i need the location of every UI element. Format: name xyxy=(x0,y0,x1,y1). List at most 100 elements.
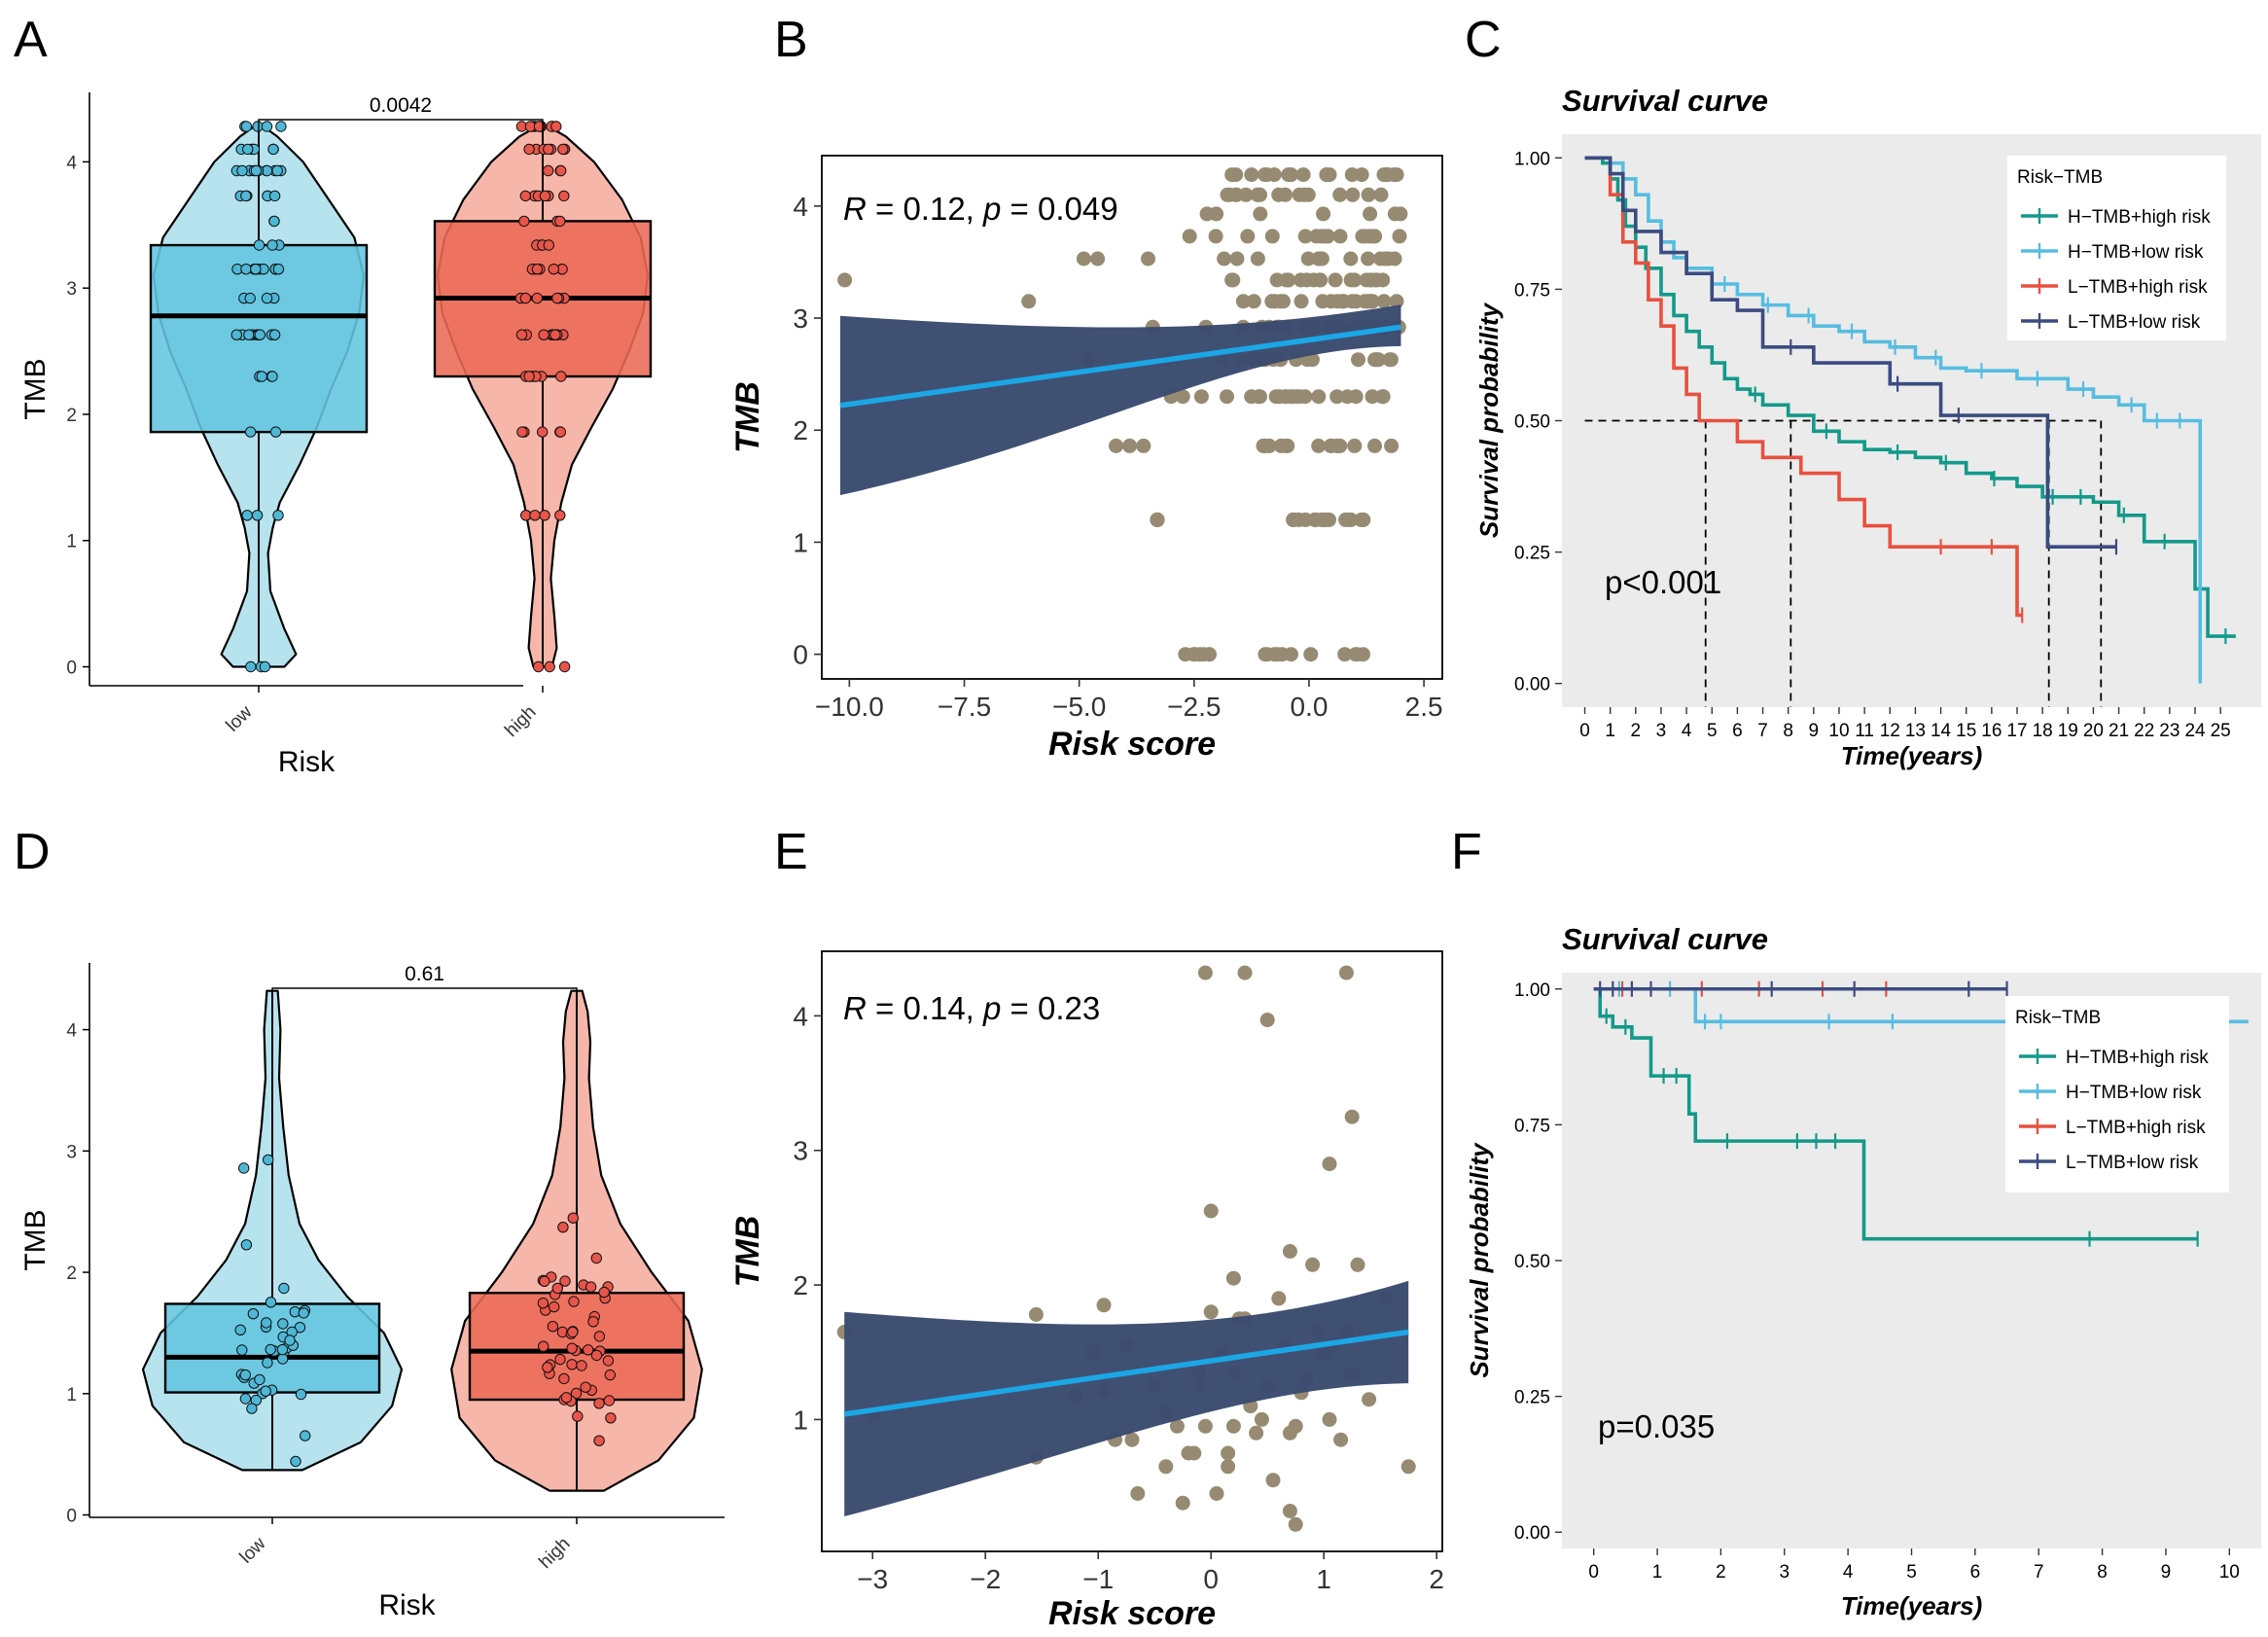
scatter-point xyxy=(1300,251,1316,267)
x-axis-title: Time(years) xyxy=(1841,1591,1983,1620)
scatter-point xyxy=(1217,251,1232,267)
data-point-low xyxy=(240,264,252,275)
x-tick-label: 11 xyxy=(1855,721,1874,741)
data-point-low xyxy=(240,1239,253,1251)
data-point-low xyxy=(266,239,278,251)
data-point-high xyxy=(551,1282,563,1295)
scatter-point xyxy=(1225,1270,1241,1286)
legend-label-3: L−TMB+low risk xyxy=(2068,312,2201,333)
data-point-high xyxy=(523,143,535,156)
data-point-high xyxy=(555,371,567,382)
data-point-low xyxy=(256,371,267,382)
scatter-point xyxy=(1284,167,1298,183)
p-value-label: 0.61 xyxy=(405,963,444,985)
scatter-point xyxy=(1367,229,1383,244)
x-tick-label: 1 xyxy=(1316,1564,1331,1594)
data-point-low xyxy=(242,143,254,156)
scatter-point xyxy=(1363,206,1378,222)
scatter-point xyxy=(1344,1109,1360,1124)
data-point-high xyxy=(593,1435,605,1446)
scatter-point xyxy=(1258,438,1273,453)
y-tick-label: 4 xyxy=(793,192,808,222)
data-point-high xyxy=(554,510,566,521)
x-axis-title: Risk score xyxy=(1048,1595,1216,1632)
data-point-high xyxy=(519,190,531,202)
y-tick-label: 1 xyxy=(66,1385,77,1406)
scatter-point xyxy=(1376,294,1392,309)
x-tick-label: 2.5 xyxy=(1405,692,1443,722)
data-point-high xyxy=(567,1326,579,1338)
scatter-point xyxy=(1339,389,1355,405)
data-point-high xyxy=(531,292,543,304)
x-tick-label: 7 xyxy=(2034,1562,2044,1583)
y-tick-label: 0 xyxy=(793,640,808,670)
scatter-point xyxy=(1158,1459,1174,1475)
data-point-low xyxy=(246,1403,258,1414)
scatter-point xyxy=(837,272,853,288)
data-point-low xyxy=(272,264,285,275)
y-tick-label: 0.00 xyxy=(1514,1523,1550,1544)
panel-label-a: A xyxy=(14,12,48,68)
data-point-high xyxy=(587,1316,599,1328)
data-point-high xyxy=(537,426,549,438)
scatter-point xyxy=(1322,1157,1337,1172)
x-tick-label: 9 xyxy=(1809,721,1820,741)
scatter-point xyxy=(1197,1418,1213,1434)
scatter-point xyxy=(1347,438,1363,453)
y-tick-label: 3 xyxy=(66,1142,77,1162)
scatter-point xyxy=(1220,389,1234,405)
scatter-point xyxy=(1175,389,1190,405)
y-tick-label: 0.75 xyxy=(1514,1116,1550,1136)
data-point-low xyxy=(254,329,266,340)
data-point-high xyxy=(605,1412,617,1424)
scatter-point xyxy=(1282,1244,1297,1259)
scatter-point xyxy=(1229,251,1245,267)
x-tick-label: 7 xyxy=(1757,721,1768,741)
data-point-low xyxy=(254,1373,266,1386)
panel-d-boxplot: 0 1 2 3 4 low high 0.61 Risk TMB xyxy=(19,963,725,1621)
y-tick-label: 2 xyxy=(66,1263,77,1284)
data-point-high xyxy=(516,426,528,438)
scatter-point xyxy=(1361,251,1376,267)
x-tick-label: 20 xyxy=(2083,721,2104,741)
km-curve-2 xyxy=(1584,156,2023,618)
data-point-high xyxy=(538,1340,549,1352)
scatter-point xyxy=(1351,352,1365,368)
scatter-point xyxy=(1343,251,1359,267)
p-symbol: p xyxy=(982,191,1001,227)
data-point-high xyxy=(544,660,555,673)
scatter-point xyxy=(1286,512,1301,527)
scatter-point xyxy=(1355,512,1370,527)
scatter-point xyxy=(1021,294,1037,309)
y-tick-label: 2 xyxy=(793,415,808,445)
panel-f-survival: Survival curve 0.00 0.25 0.50 0.75 1.00 0 1 2 3 4 5… xyxy=(1465,922,2261,1620)
y-axis-title: TMB xyxy=(729,1216,766,1288)
scatter-point xyxy=(1124,1432,1140,1447)
scatter-point xyxy=(1383,352,1399,368)
x-tick-label: 0 xyxy=(1579,721,1590,741)
scatter-point xyxy=(1249,1425,1264,1441)
scatter-point xyxy=(1278,187,1293,202)
p-value: = 0.049 xyxy=(1001,191,1117,227)
p-symbol: p xyxy=(982,990,1001,1026)
x-tick-label: 10 xyxy=(1828,721,1849,741)
panel-e-scatter: −3 −2 −1 0 1 2 1 2 3 4 R = 0.14, p = 0.23 Risk scor… xyxy=(729,950,1444,1632)
scatter-point xyxy=(1208,229,1223,244)
data-point-low xyxy=(271,164,283,177)
scatter-point xyxy=(1288,1418,1303,1434)
scatter-point xyxy=(1258,167,1273,183)
scatter-point xyxy=(1096,1298,1112,1313)
data-point-high xyxy=(543,239,554,251)
x-tick-label: 5 xyxy=(1707,721,1718,741)
x-tick-label-low: low xyxy=(236,1533,270,1567)
scatter-point xyxy=(1337,647,1353,662)
scatter-point xyxy=(1311,438,1327,453)
confidence-band xyxy=(844,1280,1409,1517)
data-point-high xyxy=(590,1252,602,1264)
panel-a-boxplot: 0 1 2 3 4 low high 0.0042 Risk TMB xyxy=(19,92,653,778)
y-axis-title: Survival probability xyxy=(1465,1142,1494,1378)
scatter-point xyxy=(1278,389,1293,405)
scatter-point xyxy=(1264,229,1280,244)
data-point-low xyxy=(268,190,281,202)
x-tick-label: −1 xyxy=(1082,1564,1114,1594)
